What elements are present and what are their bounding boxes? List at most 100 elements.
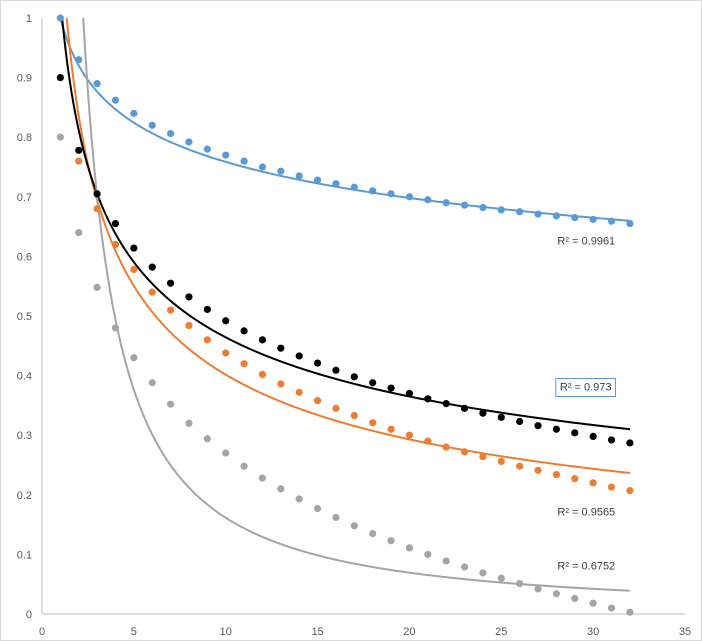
data-point-blue xyxy=(185,138,193,146)
x-tick-labels: 0 5 10 15 20 25 30 35 xyxy=(39,626,691,638)
data-point-gray xyxy=(295,495,303,503)
data-point-black xyxy=(405,389,414,398)
data-point-orange xyxy=(387,425,395,433)
data-point-blue xyxy=(516,208,524,216)
x-tick-label: 30 xyxy=(587,626,599,638)
data-point-orange xyxy=(258,370,267,379)
data-point-orange xyxy=(203,336,211,344)
data-point-black xyxy=(258,336,267,344)
data-point-blue xyxy=(405,193,414,201)
data-point-orange xyxy=(75,157,83,165)
data-point-gray xyxy=(240,462,248,470)
data-point-blue xyxy=(56,14,64,22)
data-point-gray xyxy=(405,544,414,552)
data-point-orange xyxy=(460,448,469,456)
y-tick-label: 0.7 xyxy=(17,192,32,204)
data-point-blue xyxy=(93,79,101,88)
data-point-gray xyxy=(460,563,469,571)
x-tick-label: 10 xyxy=(220,626,232,638)
data-point-gray xyxy=(424,550,432,559)
data-point-blue xyxy=(607,217,616,225)
data-point-orange xyxy=(111,240,120,249)
x-tick-label: 20 xyxy=(403,626,415,638)
y-tick-label: 0.6 xyxy=(17,251,32,263)
data-point-blue xyxy=(332,180,340,188)
data-point-gray xyxy=(203,435,211,443)
data-point-black xyxy=(75,146,83,154)
x-tick-label: 15 xyxy=(311,626,323,638)
x-tick-label: 25 xyxy=(495,626,507,638)
data-point-orange xyxy=(167,306,175,314)
data-point-black xyxy=(240,327,248,335)
x-tick-label: 35 xyxy=(679,626,691,638)
data-point-orange xyxy=(222,349,230,357)
data-point-blue xyxy=(424,196,432,204)
data-point-orange xyxy=(534,466,542,474)
y-tick-label: 0.5 xyxy=(17,311,32,323)
data-point-gray xyxy=(534,585,542,593)
data-point-blue xyxy=(571,214,579,222)
data-point-orange xyxy=(479,453,487,461)
data-point-gray xyxy=(313,504,322,513)
data-point-blue xyxy=(534,210,542,218)
data-point-gray xyxy=(516,580,524,588)
data-point-gray xyxy=(148,379,156,387)
data-point-orange xyxy=(93,205,101,213)
r2-label-blue: R² = 0.9961 xyxy=(557,235,615,247)
data-point-black xyxy=(479,409,487,417)
data-point-gray xyxy=(93,283,101,291)
data-point-gray xyxy=(185,419,193,427)
data-point-orange xyxy=(369,419,377,427)
y-tick-label: 0 xyxy=(26,609,32,621)
data-point-black xyxy=(277,344,285,352)
data-point-black xyxy=(167,279,175,287)
data-point-black xyxy=(442,400,450,408)
data-point-black xyxy=(350,373,358,381)
data-point-orange xyxy=(350,411,358,420)
y-tick-label: 0.8 xyxy=(17,132,32,144)
data-point-gray xyxy=(75,228,83,237)
data-point-black xyxy=(332,366,340,374)
data-point-blue xyxy=(552,212,561,220)
data-point-orange xyxy=(130,265,138,274)
data-point-orange xyxy=(405,431,414,439)
trendline-orange xyxy=(65,17,630,474)
data-point-gray xyxy=(387,537,395,545)
data-point-gray xyxy=(222,449,230,457)
data-point-black xyxy=(369,379,377,387)
selected-label-box[interactable] xyxy=(555,378,617,397)
data-point-black xyxy=(607,436,616,444)
data-point-black xyxy=(424,395,432,403)
r2-label-gray: R² = 0.6752 xyxy=(557,560,615,572)
data-point-orange xyxy=(442,443,450,451)
data-point-gray xyxy=(130,354,138,362)
data-point-gray xyxy=(167,400,175,408)
trendlines xyxy=(59,17,630,592)
data-point-blue xyxy=(350,183,358,191)
data-point-orange xyxy=(185,321,193,330)
data-point-blue xyxy=(369,187,377,195)
data-point-blue xyxy=(442,199,450,207)
data-point-gray xyxy=(442,557,450,565)
r2-label-orange: R² = 0.9565 xyxy=(557,507,615,519)
data-point-black xyxy=(516,417,524,426)
data-point-black xyxy=(111,220,120,228)
data-point-black xyxy=(571,429,579,437)
data-point-orange xyxy=(313,397,322,405)
y-tick-labels: 0 0.1 0.2 0.3 0.4 0.5 0.6 0.7 0.8 0.9 1 xyxy=(17,13,32,621)
data-point-black xyxy=(148,263,156,271)
data-point-black xyxy=(185,293,193,301)
y-tick-label: 0.2 xyxy=(17,490,32,502)
data-point-orange xyxy=(240,360,248,368)
data-point-blue xyxy=(75,56,83,64)
data-point-black xyxy=(552,425,561,433)
data-point-blue xyxy=(295,172,303,180)
x-tick-label: 5 xyxy=(131,626,137,638)
data-point-blue xyxy=(277,167,285,175)
data-point-gray xyxy=(479,569,487,577)
data-point-orange xyxy=(277,380,285,388)
data-point-orange xyxy=(607,483,616,491)
data-point-blue xyxy=(313,176,322,184)
data-point-blue xyxy=(130,109,138,117)
